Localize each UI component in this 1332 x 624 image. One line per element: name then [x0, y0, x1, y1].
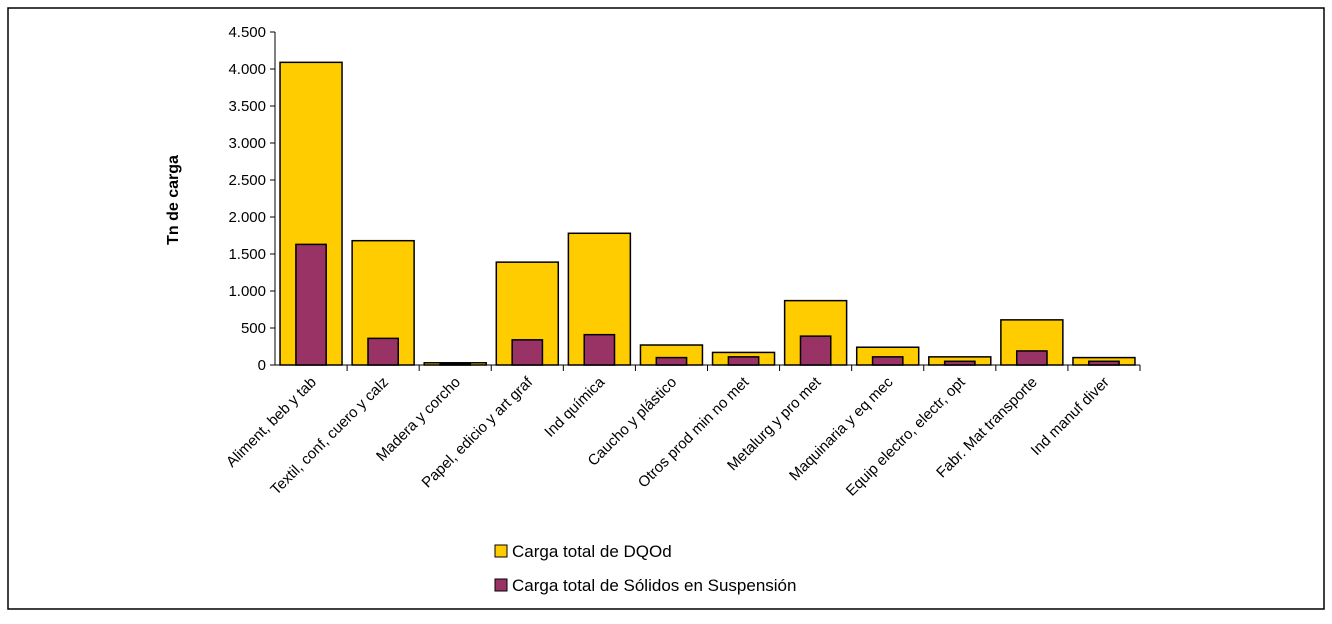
bar	[1015, 350, 1048, 366]
bar	[511, 339, 544, 366]
bar	[943, 360, 976, 366]
y-tick-label: 2.000	[228, 209, 266, 226]
y-tick-label: 2.500	[228, 172, 266, 189]
legend-label: Carga total de DQOd	[512, 542, 672, 561]
y-tick-label: 0	[258, 357, 266, 374]
bar	[871, 356, 904, 366]
bar	[1088, 360, 1120, 366]
legend-label: Carga total de Sólidos en Suspensión	[512, 576, 796, 595]
bar	[295, 243, 327, 366]
bar	[727, 356, 760, 366]
y-tick-label: 1.000	[228, 283, 266, 300]
legend-swatch	[494, 578, 508, 592]
bar	[583, 333, 616, 366]
bar	[367, 337, 400, 366]
y-tick-label: 3.500	[228, 98, 266, 115]
y-tick-label: 4.000	[228, 61, 266, 78]
y-tick-label: 3.000	[228, 135, 266, 152]
chart-frame	[7, 7, 1325, 610]
y-tick-label: 1.500	[228, 246, 266, 263]
y-tick-label: 4.500	[228, 24, 266, 41]
bar	[799, 335, 832, 366]
legend-swatch	[494, 544, 508, 558]
y-tick-label: 500	[241, 320, 266, 337]
bar	[655, 356, 688, 366]
y-axis-title: Tn de carga	[165, 155, 182, 245]
